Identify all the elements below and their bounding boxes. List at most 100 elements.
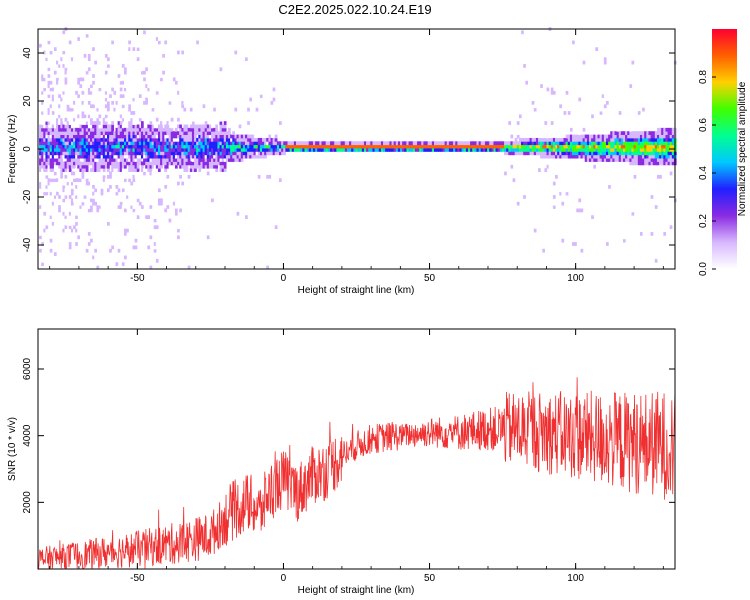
heatmap-cell [47,164,51,169]
heatmap-cell [639,134,643,139]
heatmap-cell [476,141,480,146]
heatmap-cell [100,124,104,129]
heatmap-cell [659,144,662,149]
heatmap-cell [170,124,174,129]
heatmap-cell [181,50,185,55]
heatmap-cell [132,141,136,146]
heatmap-cell [544,137,548,142]
heatmap-cell [181,181,185,186]
heatmap-cell [253,198,257,203]
heatmap-cell [126,141,129,146]
heatmap-cell [546,154,550,159]
heatmap-cell [140,104,144,109]
heatmap-cell [53,195,57,199]
heatmap-cell [149,121,153,125]
heatmap-cell [661,144,664,149]
heatmap-cell [516,151,520,156]
heatmap-cell [610,151,613,156]
heatmap-cell [196,77,199,82]
heatmap-cell [334,141,337,146]
heatmap-cell [240,198,244,203]
heatmap-cell [45,185,49,189]
heatmap-cell [56,211,59,216]
heatmap-cell [595,47,599,51]
heatmap-cell [168,248,172,253]
heatmap-cell [130,164,134,169]
heatmap-cell [155,104,159,109]
heatmap-cell [147,144,151,149]
heatmap-cell [160,151,163,156]
heatmap-cell [274,151,278,156]
heatmap-cell [47,181,51,186]
heatmap-cell [136,195,140,199]
heatmap-cell [327,141,331,146]
heatmap-cell [474,141,478,146]
heatmap-cell [240,87,244,92]
heatmap-cell [85,101,89,105]
heatmap-cell [132,111,136,115]
heatmap-cell [83,265,87,270]
heatmap-cell [96,218,100,223]
heatmap-cell [168,144,172,149]
heatmap-cell [51,195,55,199]
heatmap-cell [168,134,172,139]
heatmap-cell [138,117,142,122]
heatmap-cell [62,87,66,92]
heatmap-cell [109,111,112,115]
heatmap-cell [344,144,348,149]
heatmap-cell [198,168,202,172]
heatmap-cell [115,144,119,149]
heatmap-cell [642,144,645,149]
heatmap-cell [544,168,548,172]
heatmap-cell [51,151,55,156]
heatmap-cell [183,134,187,139]
heatmap-cell [591,215,594,219]
heatmap-cell [43,97,47,102]
heatmap-cell [516,205,520,209]
heatmap-cell [191,131,195,135]
heatmap-cell [51,127,55,132]
heatmap-cell [107,134,110,139]
heatmap-cell [257,174,261,179]
heatmap-cell [627,131,630,135]
heatmap-cell [593,151,596,156]
heatmap-cell [155,158,159,162]
heatmap-cell [160,185,163,189]
heatmap-cell [221,134,225,139]
heatmap-cell [272,137,276,142]
heatmap-cell [47,265,51,270]
heatmap-cell [75,158,78,162]
heatmap-cell [287,141,291,146]
heatmap-cell [62,97,66,102]
heatmap-cell [208,195,212,199]
heatmap-cell [149,161,153,166]
heatmap-cell [249,141,252,146]
heatmap-cell [533,107,537,112]
heatmap-cell [635,121,639,125]
heatmap-cell [166,137,170,142]
heatmap-cell [100,137,104,142]
heatmap-cell [281,141,284,146]
heatmap-cell [58,161,61,166]
heatmap-cell [196,252,199,256]
heatmap-cell [104,191,108,196]
heatmap-cell [119,148,123,152]
heatmap-cell [45,161,49,166]
heatmap-cell [601,151,605,156]
heatmap-cell [92,221,95,226]
heatmap-cell [586,144,590,149]
heatmap-cell [166,221,170,226]
heatmap-cell [168,97,172,102]
heatmap-cell [593,134,596,139]
heatmap-cell [648,148,652,152]
heatmap-cell [174,101,178,105]
heatmap-cell [100,161,104,166]
heatmap-cell [47,74,51,78]
heatmap-cell [419,148,422,152]
heatmap-cell [578,154,582,159]
heatmap-cell [637,158,641,162]
heatmap-cell [578,208,582,213]
heatmap-cell [185,154,189,159]
heatmap-cell [259,154,263,159]
heatmap-cell [64,178,68,183]
